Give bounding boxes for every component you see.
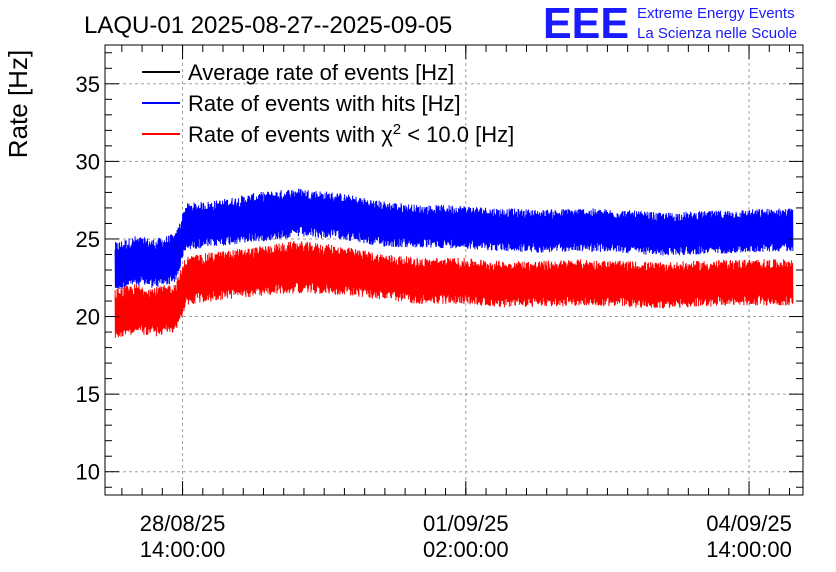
x-tick-label-time: 14:00:00 (140, 537, 226, 562)
x-tick-label-date: 28/08/25 (140, 511, 226, 536)
y-tick-label: 15 (76, 382, 100, 407)
y-tick-labels: 10 15 20 25 30 35 (76, 72, 100, 485)
legend-label: Rate of events with χ2 < 10.0 [Hz] (188, 121, 514, 148)
axes (104, 44, 804, 496)
legend-label-main: Rate of events with χ (188, 122, 393, 147)
legend-label-main: Rate of events with hits [Hz] (188, 91, 461, 116)
y-axis-label: Rate [Hz] (3, 50, 33, 158)
y-tick-label: 25 (76, 227, 100, 252)
x-tick-label-date: 04/09/25 (706, 511, 792, 536)
legend-label-main: Average rate of events [Hz] (188, 60, 454, 85)
eee-logo-mark: EEE (543, 0, 629, 48)
series-line-chi2 (114, 241, 794, 338)
legend-label-sup: 2 (393, 121, 401, 138)
eee-logo: EEE Extreme Energy Events La Scienza nel… (543, 0, 797, 48)
x-tick-labels: 28/08/2514:00:0001/09/2502:00:0004/09/25… (140, 511, 792, 562)
legend-label-tail: < 10.0 [Hz] (401, 122, 514, 147)
legend-label: Average rate of events [Hz] (188, 60, 454, 85)
y-tick-label: 35 (76, 72, 100, 97)
y-tick-label: 10 (76, 460, 100, 485)
y-tick-label: 20 (76, 305, 100, 330)
x-tick-label-time: 14:00:00 (706, 537, 792, 562)
eee-logo-line2: La Scienza nelle Scuole (637, 25, 797, 42)
x-tick-label-time: 02:00:00 (423, 537, 509, 562)
x-tick-label-date: 01/09/25 (423, 511, 509, 536)
series-line-hits (114, 188, 794, 289)
legend-label: Rate of events with hits [Hz] (188, 91, 461, 116)
eee-logo-line1: Extreme Energy Events (637, 5, 795, 22)
chart-title: LAQU-01 2025-08-27--2025-09-05 (84, 12, 452, 39)
legend: Average rate of events [Hz] Rate of event… (142, 60, 514, 147)
series-layer (114, 188, 794, 338)
y-tick-label: 30 (76, 149, 100, 174)
